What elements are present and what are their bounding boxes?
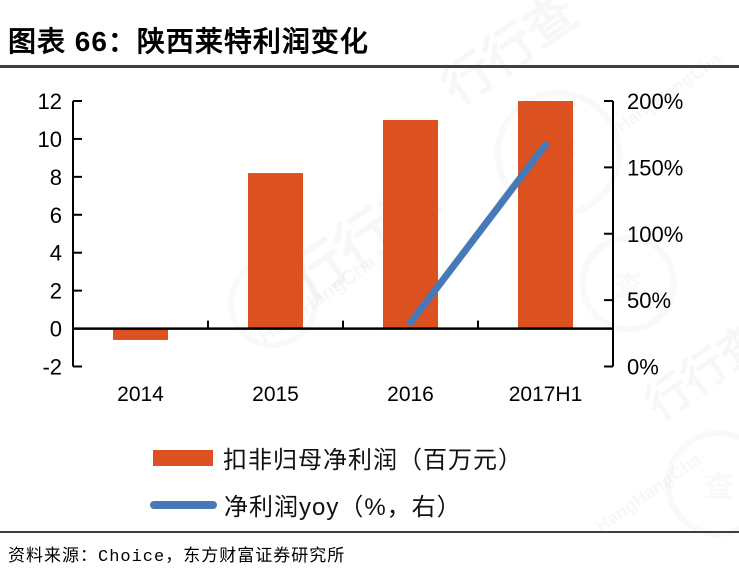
- svg-text:0%: 0%: [627, 355, 659, 380]
- svg-text:12: 12: [38, 89, 62, 114]
- legend-item-bar: 扣非归母净利润（百万元）: [153, 440, 523, 475]
- watermark-text: HangHangCha: [592, 448, 706, 537]
- legend-label: 净利润yoy（%，右）: [224, 494, 462, 521]
- chart-area: 12 10 8 6 4 2 0 -2 200% 150% 100% 50% 0% 2014 2015 2016…: [0, 80, 739, 410]
- legend-label: 扣非归母净利润（百万元）: [223, 447, 523, 474]
- figure-title: 图表 66：陕西莱特利润变化: [8, 26, 369, 57]
- svg-text:200%: 200%: [627, 89, 683, 114]
- svg-text:8: 8: [50, 165, 62, 190]
- svg-text:2: 2: [50, 279, 62, 304]
- svg-text:-2: -2: [42, 355, 62, 380]
- svg-text:2015: 2015: [252, 383, 299, 406]
- svg-text:2017H1: 2017H1: [509, 383, 583, 406]
- svg-text:2016: 2016: [387, 383, 434, 406]
- profit-chart: 12 10 8 6 4 2 0 -2 200% 150% 100% 50% 0% 2014 2015 2016…: [38, 89, 684, 406]
- bar-swatch-icon: [153, 449, 213, 466]
- svg-text:6: 6: [50, 203, 62, 228]
- svg-text:10: 10: [38, 127, 62, 152]
- watermark-logo-icon: 查: [665, 430, 739, 537]
- svg-text:2014: 2014: [117, 383, 164, 406]
- svg-text:150%: 150%: [627, 155, 683, 180]
- title-divider: [0, 65, 739, 68]
- source-divider: [0, 531, 739, 533]
- svg-text:50%: 50%: [627, 288, 671, 313]
- line-swatch-icon: [150, 500, 217, 509]
- source-note: 资料来源：Choice，东方财富证券研究所: [8, 548, 346, 567]
- svg-text:100%: 100%: [627, 222, 683, 247]
- svg-text:0: 0: [50, 317, 62, 342]
- svg-text:4: 4: [50, 241, 62, 266]
- legend-item-line: 净利润yoy（%，右）: [150, 487, 462, 522]
